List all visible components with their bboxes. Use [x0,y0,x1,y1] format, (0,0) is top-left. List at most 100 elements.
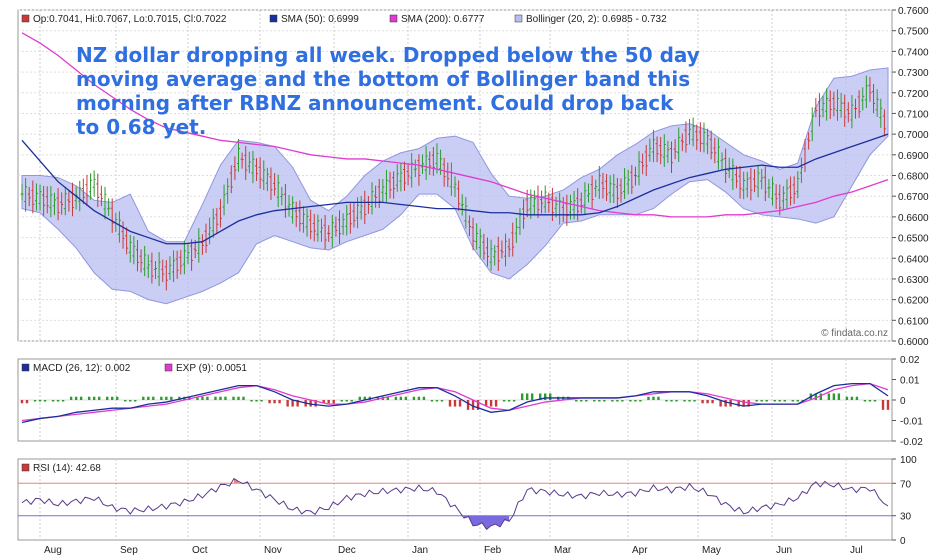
macd-histogram-bar [376,396,380,400]
macd-histogram-bar [539,393,542,400]
macd-histogram-bar [142,396,145,400]
macd-histogram-bar [489,400,493,407]
macd-histogram-bar [796,400,799,402]
macd-histogram-bar [255,400,258,402]
macd-histogram-bar [494,400,498,407]
price-y-tick-label: 0.6900 [898,151,929,162]
macd-histogram-bar [106,396,109,400]
price-legend-label: SMA (200): 0.6777 [401,14,485,25]
macd-histogram-bar [502,400,506,402]
macd-histogram-bar [165,396,168,400]
macd-histogram-bar [61,400,65,402]
x-tick-label: Apr [632,545,648,556]
macd-histogram-bar [134,400,137,402]
macd-histogram-bar [693,400,696,402]
macd-histogram-bar [832,393,836,400]
macd-histogram-bar [322,400,325,404]
bollinger-icon [514,14,523,23]
macd-histogram-bar [260,400,263,402]
rsi-y-tick-label: 0 [900,536,906,547]
macd-histogram-bar [340,400,343,402]
price-y-tick-label: 0.7200 [898,89,929,100]
sma50-line [21,133,889,245]
macd-histogram-bar [827,393,831,400]
macd-histogram-bar [147,396,150,400]
findata-credit: © findata.co.nz [821,328,888,339]
macd-legend-label: EXP (9): 0.0051 [176,363,247,374]
price-y-tick-label: 0.6000 [898,337,929,348]
rsi-y-tick-label: 70 [900,479,912,490]
macd-histogram-bar [471,400,475,410]
macd-histogram-bar [51,400,55,402]
macd-histogram-bar [647,396,650,400]
macd-histogram-bar [724,400,727,407]
macd-icon [21,363,30,372]
macd-histogram-bar [152,396,155,400]
macd-histogram-bar [25,400,29,404]
x-tick-label: Sep [120,545,138,556]
macd-histogram-bar [575,400,578,402]
macd-histogram-bar [314,400,317,407]
macd-exp-line [21,382,889,422]
macd-histogram-bar [160,396,163,400]
macd-histogram-bar [580,400,583,402]
macd-y-tick-label: 0 [900,396,906,407]
macd-histogram-bar [621,400,624,402]
macd-histogram-bar [544,393,547,400]
macd-histogram-bar [404,396,408,400]
rsi-panel-frame [17,458,893,541]
price-y-tick-label: 0.7100 [898,109,929,120]
macd-histogram-bar [87,396,91,400]
macd-histogram-bar [701,400,704,404]
macd-histogram-bar [688,400,691,402]
x-tick-label: Jun [776,545,792,556]
macd-histogram-bar [665,400,668,402]
ohlc-icon [21,14,30,23]
macd-histogram-bar [765,400,768,402]
macd-y-tick-label: -0.01 [900,417,923,428]
rsi-icon [21,463,30,472]
price-y-tick-label: 0.6700 [898,192,929,203]
macd-histogram-bar [224,396,227,400]
x-tick-label: Dec [338,545,356,556]
x-tick-label: May [702,545,721,556]
macd-histogram-bar [453,400,457,407]
x-tick-label: Jan [412,545,428,556]
macd-histogram-bar [855,396,859,400]
macd-y-tick-label: 0.01 [900,376,920,387]
macd-histogram-bar [652,396,655,400]
macd-histogram-bar [214,396,217,400]
macd-histogram-bar [837,393,841,400]
macd-histogram-bar [170,396,173,400]
macd-histogram-bar [549,393,552,400]
macd-histogram-bar [278,400,281,404]
macd-histogram-bar [232,396,235,400]
macd-histogram-bar [484,400,488,407]
macd-histogram-bar [598,400,601,402]
macd-histogram-bar [386,396,390,400]
macd-histogram-bar [881,400,885,410]
macd-histogram-bar [850,396,854,400]
price-y-tick-label: 0.7000 [898,130,929,141]
macd-histogram-bar [791,400,794,402]
macd-histogram-bar [332,400,335,404]
macd-histogram-bar [737,400,740,407]
macd-histogram-bar [585,400,588,402]
macd-histogram-bar [755,400,758,402]
macd-histogram-bar [706,400,709,404]
macd-histogram-bar [611,400,614,402]
macd-histogram-bar [394,396,398,400]
macd-histogram-bar [747,400,750,407]
annotation-line: to 0.68 yet. [76,115,206,139]
macd-histogram-bar [111,396,114,400]
macd-histogram-bar [286,400,289,407]
macd-histogram-bar [629,400,632,402]
price-y-tick-label: 0.6500 [898,234,929,245]
macd-histogram-bar [711,400,714,404]
macd-histogram-bar [196,396,199,400]
macd-histogram-bar [412,396,416,400]
macd-histogram-bar [476,400,480,410]
price-legend-label: SMA (50): 0.6999 [281,14,359,25]
macd-histogram-bar [74,396,78,400]
